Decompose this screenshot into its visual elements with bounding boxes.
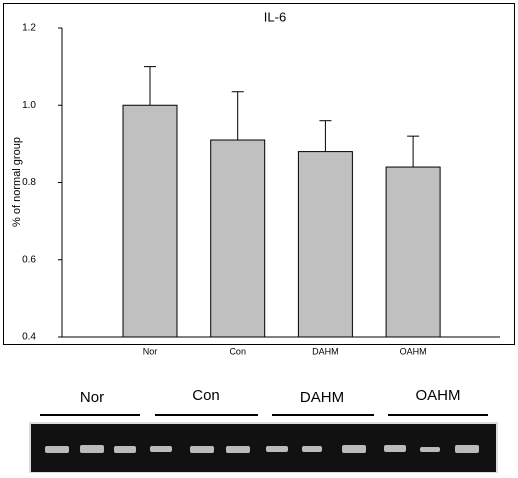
band: [150, 446, 172, 452]
x-tick-label: DAHM: [312, 346, 339, 356]
bar: [386, 167, 440, 337]
band: [420, 447, 440, 452]
page: {"chart_data": {"type": "bar", "title": …: [0, 0, 518, 478]
band: [190, 446, 214, 453]
band: [302, 446, 322, 452]
gel-panel: Nor Con DAHM OAHM: [30, 387, 497, 473]
figure: IL-6 % of normal group Nor Con DAHM: [0, 0, 518, 473]
bar: [298, 152, 352, 337]
y-axis-label: % of normal group: [11, 137, 23, 227]
y-tick-label: 1.2: [22, 23, 36, 34]
band: [226, 446, 250, 453]
y-tick-label: 0.6: [22, 254, 36, 265]
y-tick-label: 0.8: [22, 177, 36, 188]
band: [342, 445, 366, 453]
y-tick-label: 1.0: [22, 100, 36, 111]
lane-label: OAHM: [416, 387, 461, 404]
band: [455, 445, 479, 453]
lane-label: Con: [192, 387, 220, 404]
y-tick-label: 0.4: [22, 332, 36, 343]
x-tick-label: Nor: [143, 346, 158, 356]
x-tick-label: Con: [229, 346, 246, 356]
bar: [123, 105, 177, 337]
band: [266, 446, 288, 452]
band: [114, 446, 136, 453]
band: [80, 445, 104, 453]
lane-label: DAHM: [300, 389, 344, 406]
x-tick-label: OAHM: [400, 346, 427, 356]
bar: [211, 140, 265, 337]
lane-label: Nor: [80, 389, 104, 406]
band: [45, 446, 69, 453]
band: [384, 445, 406, 452]
chart-title: IL-6: [264, 9, 286, 24]
